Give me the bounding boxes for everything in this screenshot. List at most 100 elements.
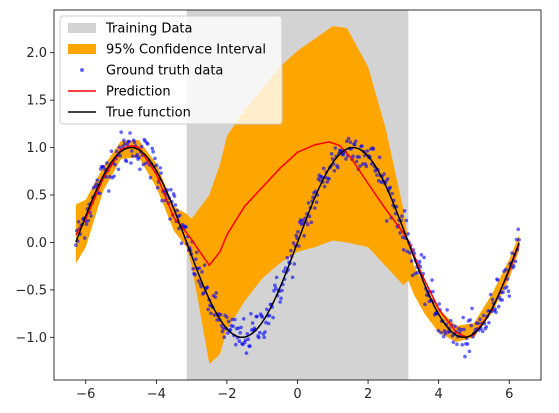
ground-truth-point bbox=[305, 222, 310, 227]
x-tick-label: 4 bbox=[435, 387, 443, 402]
ground-truth-point bbox=[371, 147, 376, 151]
ground-truth-point bbox=[220, 329, 225, 334]
ground-truth-point bbox=[117, 145, 122, 150]
ground-truth-point bbox=[206, 307, 211, 312]
ground-truth-point bbox=[130, 154, 135, 158]
ground-truth-point bbox=[84, 222, 89, 226]
ground-truth-point bbox=[218, 312, 223, 317]
y-tick-label: −0.5 bbox=[15, 283, 47, 298]
ground-truth-point bbox=[517, 238, 521, 242]
y-tick-label: 0.5 bbox=[26, 189, 47, 204]
ground-truth-point bbox=[215, 318, 219, 322]
ground-truth-point bbox=[351, 154, 355, 159]
ground-truth-point bbox=[436, 328, 441, 333]
ground-truth-point bbox=[430, 278, 434, 282]
ground-truth-point bbox=[493, 307, 497, 311]
ground-truth-point bbox=[212, 313, 217, 317]
ground-truth-point bbox=[225, 331, 230, 335]
y-tick-label: 0.0 bbox=[26, 236, 47, 251]
ground-truth-point bbox=[76, 219, 81, 224]
ground-truth-point bbox=[222, 335, 227, 340]
ground-truth-point bbox=[487, 320, 491, 325]
ground-truth-point bbox=[169, 187, 173, 192]
ground-truth-point bbox=[233, 317, 237, 322]
ground-truth-point bbox=[422, 255, 426, 260]
ground-truth-point bbox=[159, 171, 163, 175]
ground-truth-point bbox=[125, 142, 130, 147]
ground-truth-point bbox=[336, 165, 340, 170]
ground-truth-point bbox=[248, 344, 252, 348]
ground-truth-point bbox=[124, 159, 129, 164]
ground-truth-point bbox=[197, 266, 202, 271]
ground-truth-point bbox=[184, 225, 188, 229]
ground-truth-point bbox=[516, 227, 521, 232]
ground-truth-point bbox=[191, 266, 195, 271]
ground-truth-point bbox=[279, 296, 283, 301]
ground-truth-point bbox=[137, 155, 141, 160]
x-tick-label: 0 bbox=[293, 387, 301, 402]
ground-truth-point bbox=[481, 313, 486, 318]
y-tick-label: 1.0 bbox=[26, 141, 47, 156]
ground-truth-point bbox=[283, 266, 288, 270]
ground-truth-point bbox=[179, 241, 184, 246]
ground-truth-point bbox=[129, 161, 133, 165]
ground-truth-point bbox=[153, 156, 157, 161]
ground-truth-point bbox=[260, 315, 265, 319]
legend-label: Prediction bbox=[106, 85, 171, 100]
ground-truth-point bbox=[274, 275, 279, 280]
ground-truth-point bbox=[327, 177, 331, 181]
ground-truth-point bbox=[514, 237, 519, 242]
ground-truth-point bbox=[199, 284, 203, 289]
ground-truth-point bbox=[348, 140, 353, 145]
ground-truth-point bbox=[500, 298, 505, 302]
ground-truth-point bbox=[98, 191, 102, 196]
x-tick-label: −2 bbox=[217, 387, 236, 402]
ground-truth-point bbox=[461, 315, 465, 320]
legend-box bbox=[59, 15, 283, 125]
ground-truth-point bbox=[119, 130, 123, 134]
ground-truth-point bbox=[405, 249, 410, 254]
ground-truth-point bbox=[113, 162, 117, 167]
ground-truth-point bbox=[160, 198, 164, 203]
ground-truth-point bbox=[231, 324, 235, 328]
ground-truth-point bbox=[141, 162, 146, 167]
ground-truth-point bbox=[95, 178, 99, 182]
ground-truth-point bbox=[135, 152, 139, 157]
ground-truth-point bbox=[128, 131, 132, 135]
ground-truth-point bbox=[353, 139, 358, 144]
ground-truth-point bbox=[488, 292, 493, 297]
legend-item-prediction: Prediction bbox=[68, 85, 171, 100]
ground-truth-point bbox=[267, 313, 272, 318]
ground-truth-point bbox=[504, 267, 508, 272]
ground-truth-point bbox=[313, 206, 317, 210]
ground-truth-point bbox=[205, 285, 210, 290]
ground-truth-point bbox=[172, 194, 177, 198]
ground-truth-point bbox=[230, 317, 235, 322]
ground-truth-point bbox=[201, 290, 206, 295]
ground-truth-point bbox=[306, 201, 311, 205]
ground-truth-point bbox=[271, 315, 275, 320]
ground-truth-point bbox=[358, 164, 362, 168]
ground-truth-point bbox=[198, 282, 203, 286]
ground-truth-point bbox=[314, 200, 319, 205]
ground-truth-point bbox=[94, 182, 99, 186]
ground-truth-point bbox=[463, 354, 467, 359]
ground-truth-point bbox=[507, 294, 512, 298]
ground-truth-point bbox=[325, 180, 330, 184]
ground-truth-point bbox=[333, 146, 338, 150]
ground-truth-point bbox=[445, 308, 449, 312]
ground-truth-point bbox=[345, 139, 349, 144]
ground-truth-point bbox=[151, 149, 155, 154]
ground-truth-point bbox=[246, 337, 250, 342]
ground-truth-point bbox=[354, 159, 359, 164]
legend-item-true-function: True function bbox=[68, 106, 191, 121]
ground-truth-point bbox=[513, 259, 518, 264]
ground-truth-point bbox=[490, 297, 495, 302]
ground-truth-point bbox=[82, 236, 87, 240]
ground-truth-point bbox=[465, 342, 470, 346]
ground-truth-point bbox=[388, 185, 393, 190]
ground-truth-point bbox=[496, 278, 500, 282]
ground-truth-point bbox=[443, 331, 448, 336]
ground-truth-point bbox=[364, 164, 369, 169]
ground-truth-point bbox=[318, 178, 322, 183]
